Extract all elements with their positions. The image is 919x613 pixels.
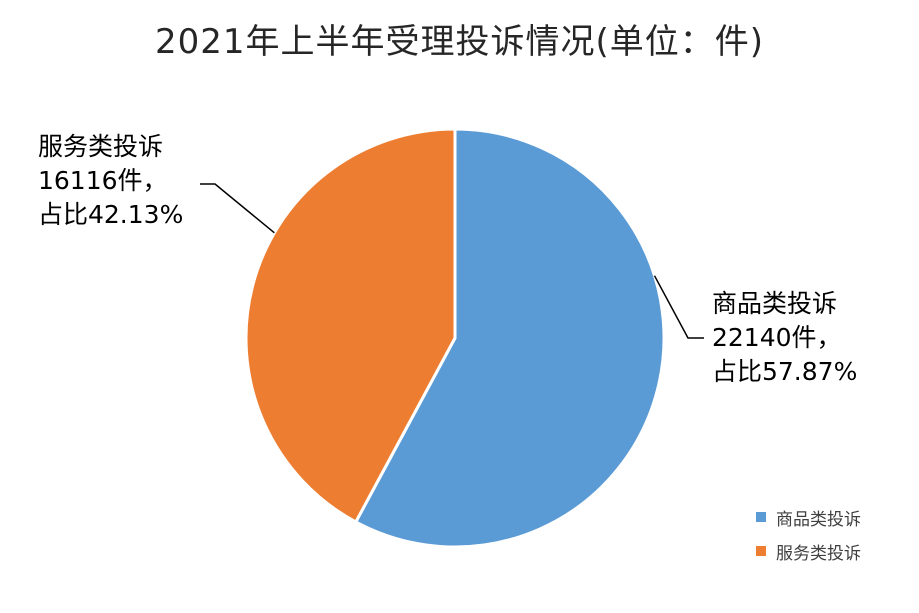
pie-slice-goods (353, 127, 666, 549)
legend-swatch-service (756, 546, 766, 556)
data-label-service-name: 服务类投诉 (38, 132, 164, 161)
data-label-goods-percent: 占比57.87% (712, 357, 858, 386)
leader-line-service (200, 183, 275, 234)
chart-title: 2021年上半年受理投诉情况(单位：件) (154, 22, 765, 62)
legend: 商品类投诉 服务类投诉 (756, 500, 861, 568)
data-label-goods: 商品类投诉 22140件， 占比57.87% (712, 287, 857, 389)
legend-label-service: 服务类投诉 (776, 543, 861, 564)
data-label-service-percent: 占比42.13% (38, 200, 184, 229)
leader-line-goods (653, 275, 704, 339)
data-label-goods-value: 22140件， (712, 323, 842, 352)
legend-swatch-goods (756, 512, 766, 522)
data-label-goods-name: 商品类投诉 (712, 289, 838, 318)
legend-label-goods: 商品类投诉 (776, 509, 861, 530)
pie-slice-service (244, 127, 457, 524)
legend-item-goods: 商品类投诉 (756, 500, 861, 534)
data-label-service: 服务类投诉 16116件， 占比42.13% (38, 130, 183, 232)
data-label-service-value: 16116件， (38, 166, 168, 195)
legend-item-service: 服务类投诉 (756, 534, 861, 568)
